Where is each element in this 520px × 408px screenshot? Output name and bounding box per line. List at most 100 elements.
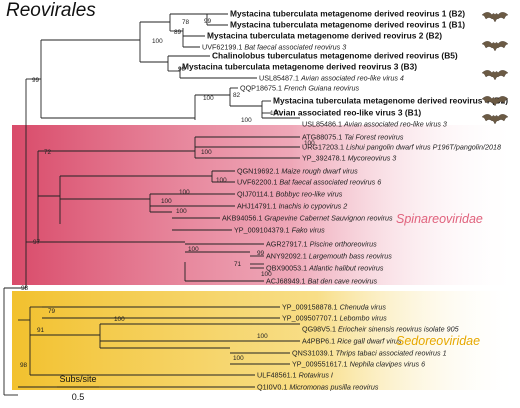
bootstrap-value: 98: [20, 362, 28, 369]
tip-label: Mystacina tuberculata metagenome derived…: [207, 31, 442, 41]
bat-icon: [481, 70, 509, 81]
tip-label: USL85487.1 Avian associated reo-like vir…: [259, 74, 404, 83]
tip-accession: YP_009507707.1: [282, 314, 340, 323]
tip-species: Bat den cave reovirus: [308, 277, 378, 286]
tip-accession: AGR27917.1: [266, 240, 310, 249]
bootstrap-value: 82: [233, 92, 241, 99]
tip-label: YP_009104379.1 Fako virus: [234, 226, 325, 235]
bootstrap-value: 100: [203, 95, 214, 102]
tip-label: Chalinolobus tuberculatus metagenome der…: [212, 51, 458, 61]
tip-species: Piscine orthoreovirus: [310, 240, 378, 249]
bootstrap-value: 100: [152, 38, 163, 45]
bootstrap-value: 78: [182, 19, 190, 26]
tip-species: Mycoreovirus 3: [348, 154, 397, 163]
tip-label: USL85486.1 Avian associated reo-like vir…: [302, 120, 447, 129]
bootstrap-value: 100: [216, 177, 227, 184]
tip-species: Maize rough dwarf virus: [281, 167, 358, 176]
tip-species: French Guiana reovirus: [284, 84, 360, 93]
bootstrap-value: 100: [114, 316, 125, 323]
tip-species: Bat faecal associated reovirus 6: [279, 178, 381, 187]
tip-species: Thrips tabaci associated reovirus 1: [336, 349, 447, 358]
tip-accession: AKB94056.1: [222, 214, 264, 223]
tip-accession: URG17203.1: [302, 143, 346, 152]
tip-label: AGR27917.1 Piscine orthoreovirus: [266, 240, 377, 249]
tip-label: URG17203.1 Lishui pangolin dwarf virus P…: [302, 143, 501, 152]
tip-species: Eriocheir sinensis reovirus isolate 905: [338, 325, 460, 334]
tree-branches: [3, 13, 300, 396]
tip-species: Avian associated reo-like virus 3: [343, 120, 447, 129]
scale-bar-value: 0.5: [72, 392, 85, 402]
tip-label: Mystacina tuberculata metagenome derived…: [273, 96, 508, 106]
bootstrap-value: 91: [37, 327, 45, 334]
bat-icon: [481, 12, 509, 23]
tip-label: YP_009551617.1 Nephila clavipes virus 6: [292, 360, 425, 369]
tip-species: Grapevine Cabernet Sauvignon reovirus: [264, 214, 393, 223]
tip-label: QIJ70114.1 Bobbyc reo-like virus: [237, 190, 343, 199]
tip-label: QNS31039.1 Thrips tabaci associated reov…: [292, 349, 447, 358]
tip-species: Nephila clavipes virus 6: [350, 360, 426, 369]
sedoreoviridae-region: [12, 291, 520, 390]
tip-accession: A4PBP6.1: [302, 337, 337, 346]
page-title: Reovirales: [6, 0, 96, 21]
tip-label: YP_392478.1 Mycoreovirus 3: [302, 154, 396, 163]
tip-label: Avian associated reo-like virus 3 (B1): [273, 108, 421, 118]
tip-species: Atlantic halibut reovirus: [308, 264, 384, 273]
tip-label: Mystacina tuberculata metagenome derived…: [230, 20, 465, 30]
bootstrap-value: 99: [257, 250, 265, 257]
tip-label: UVF62200.1 Bat faecal associated reoviru…: [237, 178, 381, 187]
tip-accession: ULF48561.1: [257, 371, 299, 380]
bootstrap-value: 100: [176, 208, 187, 215]
tip-accession: ATG88075.1: [302, 133, 344, 142]
tree-labels: Mystacina tuberculata metagenome derived…: [20, 9, 508, 392]
tip-label: QBX90053.1 Atlantic halibut reovirus: [266, 264, 384, 273]
tip-label: AHJ14791.1 Inachis io cypovirus 2: [237, 202, 347, 211]
tip-accession: QG98V5.1: [302, 325, 338, 334]
tip-accession: AHJ14791.1: [237, 202, 279, 211]
scale-bar: Subs/site 0.5: [57, 374, 99, 402]
tip-label: A4PBP6.1 Rice gall dwarf virus: [302, 337, 402, 346]
bootstrap-value: 100: [261, 271, 272, 278]
bootstrap-value: 72: [44, 149, 52, 156]
bootstrap-value: 100: [270, 110, 281, 117]
bootstrap-value: 97: [33, 239, 41, 246]
tip-label: UVF62199.1 Bat faecal associated reoviru…: [202, 43, 346, 52]
bat-icons: [481, 12, 509, 125]
tip-label: ATG88075.1 Tai Forest reovirus: [302, 133, 404, 142]
bootstrap-value: 100: [241, 117, 252, 124]
tip-species: Fako virus: [292, 226, 326, 235]
tip-label: ACJ68949.1 Bat den cave reovirus: [266, 277, 377, 286]
tip-species: Largemouth bass reovirus: [309, 252, 393, 261]
bootstrap-value: 100: [188, 246, 199, 253]
tip-species: Rice gall dwarf virus: [337, 337, 402, 346]
bootstrap-value: 100: [304, 140, 315, 147]
tip-species: Rotavirus I: [299, 371, 333, 380]
tip-accession: UVF62200.1: [237, 178, 279, 187]
bootstrap-value: 100: [179, 189, 190, 196]
tip-label: QQP18675.1 French Guiana reovirus: [240, 84, 359, 93]
bootstrap-value: 98: [21, 285, 29, 292]
tip-accession: QIJ70114.1: [237, 190, 276, 199]
bootstrap-value: 100: [233, 355, 244, 362]
tip-species: Bobbyc reo-like virus: [276, 190, 343, 199]
tip-label: Mystacina tuberculata metagenome derived…: [230, 9, 465, 19]
tip-accession: ACJ68949.1: [266, 277, 308, 286]
tip-species: Lebombo virus: [340, 314, 388, 323]
clade-label-spinareoviridae: Spinareoviridae: [396, 212, 483, 226]
bootstrap-value: 90: [178, 66, 186, 73]
bootstrap-value: 79: [48, 308, 56, 315]
bootstrap-value: 100: [201, 149, 212, 156]
tip-label: QG98V5.1 Eriocheir sinensis reovirus iso…: [302, 325, 460, 334]
bootstrap-value: 100: [257, 333, 268, 340]
tip-label: YP_009158878.1 Chenuda virus: [282, 303, 386, 312]
tip-accession: USL85486.1: [302, 120, 344, 129]
tip-accession: USL85487.1: [259, 74, 301, 83]
bat-icon: [481, 41, 509, 52]
bat-icon: [481, 114, 509, 125]
bootstrap-value: 89: [174, 29, 182, 36]
bat-icon: [481, 96, 509, 107]
tip-species: Inachis io cypovirus 2: [279, 202, 348, 211]
tip-label: AKB94056.1 Grapevine Cabernet Sauvignon …: [222, 214, 393, 223]
spinareoviridae-region: [12, 125, 520, 285]
bootstrap-value: 100: [161, 198, 172, 205]
